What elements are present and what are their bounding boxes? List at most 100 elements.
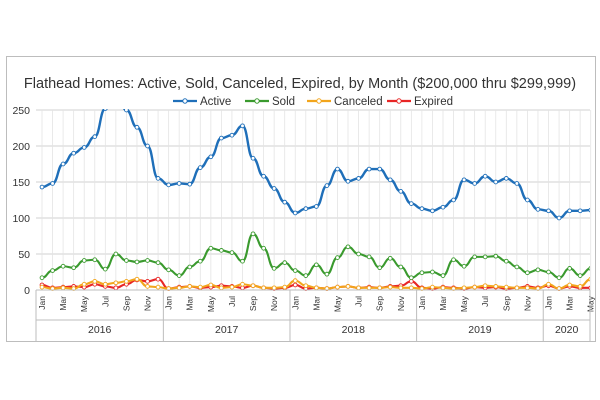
data-point-sold (461, 263, 467, 269)
x-tick-label: May (586, 295, 596, 312)
x-tick-label: Mar (185, 296, 195, 311)
y-tick-label: 200 (12, 141, 30, 153)
data-point-canceled (356, 285, 361, 291)
x-tick-label: Jul (354, 296, 364, 307)
data-point-sold (588, 266, 590, 271)
data-point-active (124, 109, 129, 113)
data-point-canceled (588, 276, 590, 282)
x-tick-label: Jan (417, 296, 427, 310)
x-tick-label: Jan (544, 296, 554, 310)
data-point-expired (145, 279, 150, 284)
x-tick-label: Mar (58, 296, 68, 311)
data-point-sold (356, 251, 361, 257)
data-point-active (430, 208, 435, 214)
data-point-active (546, 208, 551, 214)
data-point-active (39, 184, 45, 190)
data-point-active (493, 179, 499, 185)
x-tick-label: Jul (227, 296, 237, 307)
data-point-expired (113, 285, 119, 291)
data-point-active (472, 181, 477, 186)
data-point-active (366, 166, 372, 172)
data-point-active (271, 186, 277, 191)
data-point-sold (408, 275, 414, 281)
data-point-sold (535, 267, 541, 273)
data-point-canceled (60, 285, 66, 291)
data-point-sold (430, 269, 435, 275)
data-point-sold (377, 265, 383, 271)
year-label: 2016 (88, 324, 112, 336)
data-point-canceled (461, 285, 467, 291)
data-point-canceled (271, 285, 277, 291)
data-point-canceled (335, 284, 340, 290)
legend-marker (396, 98, 402, 104)
data-point-active (282, 199, 288, 205)
legend-marker (254, 98, 260, 104)
data-point-sold (155, 260, 161, 265)
data-point-sold (303, 273, 309, 278)
x-tick-label: Mar (311, 296, 321, 311)
data-point-canceled (124, 279, 129, 284)
data-point-sold (366, 254, 372, 260)
y-tick-label: 250 (12, 105, 30, 117)
data-point-sold (314, 262, 319, 268)
legend: Active Sold Canceled Expired (173, 96, 453, 108)
data-point-active (324, 183, 330, 188)
data-point-active (303, 206, 309, 211)
legend-label-expired: Expired (414, 96, 453, 108)
data-point-sold (60, 263, 66, 269)
data-point-active (556, 215, 562, 221)
data-point-canceled (208, 282, 214, 288)
data-point-active (50, 181, 55, 186)
year-label: 2017 (215, 324, 239, 336)
data-point-active (187, 181, 193, 187)
year-label: 2019 (468, 324, 492, 336)
data-point-sold (50, 268, 55, 273)
data-point-sold (113, 251, 119, 257)
data-point-canceled (387, 284, 393, 290)
data-point-sold (145, 258, 150, 263)
data-point-sold (124, 258, 129, 263)
data-point-sold (219, 248, 224, 253)
data-point-sold (567, 266, 572, 271)
x-tick-label: Jul (100, 296, 110, 307)
data-point-active (588, 207, 590, 213)
x-tick-label: Nov (396, 295, 406, 311)
chart-frame (6, 56, 596, 342)
data-point-sold (482, 254, 488, 260)
y-tick-label: 150 (12, 177, 30, 189)
year-label: 2020 (555, 324, 579, 336)
data-point-canceled (430, 284, 435, 290)
data-point-canceled (197, 284, 203, 290)
data-point-sold (240, 258, 245, 264)
data-point-canceled (176, 285, 182, 291)
data-point-active (377, 166, 383, 172)
y-tick-label: 100 (12, 213, 30, 225)
data-point-canceled (377, 285, 383, 291)
data-point-active (567, 208, 572, 214)
data-point-canceled (92, 279, 98, 284)
data-point-expired (292, 282, 298, 288)
data-point-active (535, 207, 541, 212)
legend-marker (316, 98, 322, 104)
data-point-sold (39, 275, 45, 281)
data-point-active (155, 176, 161, 181)
data-point-active (398, 189, 404, 194)
y-tick-label: 50 (18, 249, 30, 261)
data-point-sold (503, 258, 509, 264)
x-tick-label: May (332, 295, 342, 312)
data-point-sold (577, 273, 583, 278)
data-point-canceled (229, 284, 235, 290)
data-point-sold (514, 264, 520, 270)
data-point-canceled (219, 285, 224, 291)
data-point-canceled (102, 281, 108, 287)
data-point-sold (92, 257, 98, 263)
data-point-sold (324, 271, 330, 277)
data-point-active (261, 173, 266, 179)
data-point-active (60, 161, 66, 167)
y-tick-label: 0 (24, 285, 30, 297)
data-point-sold (134, 259, 140, 265)
data-point-sold (493, 253, 499, 259)
x-tick-label: Jan (37, 296, 47, 310)
data-point-canceled (187, 284, 193, 289)
data-point-active (419, 206, 425, 211)
